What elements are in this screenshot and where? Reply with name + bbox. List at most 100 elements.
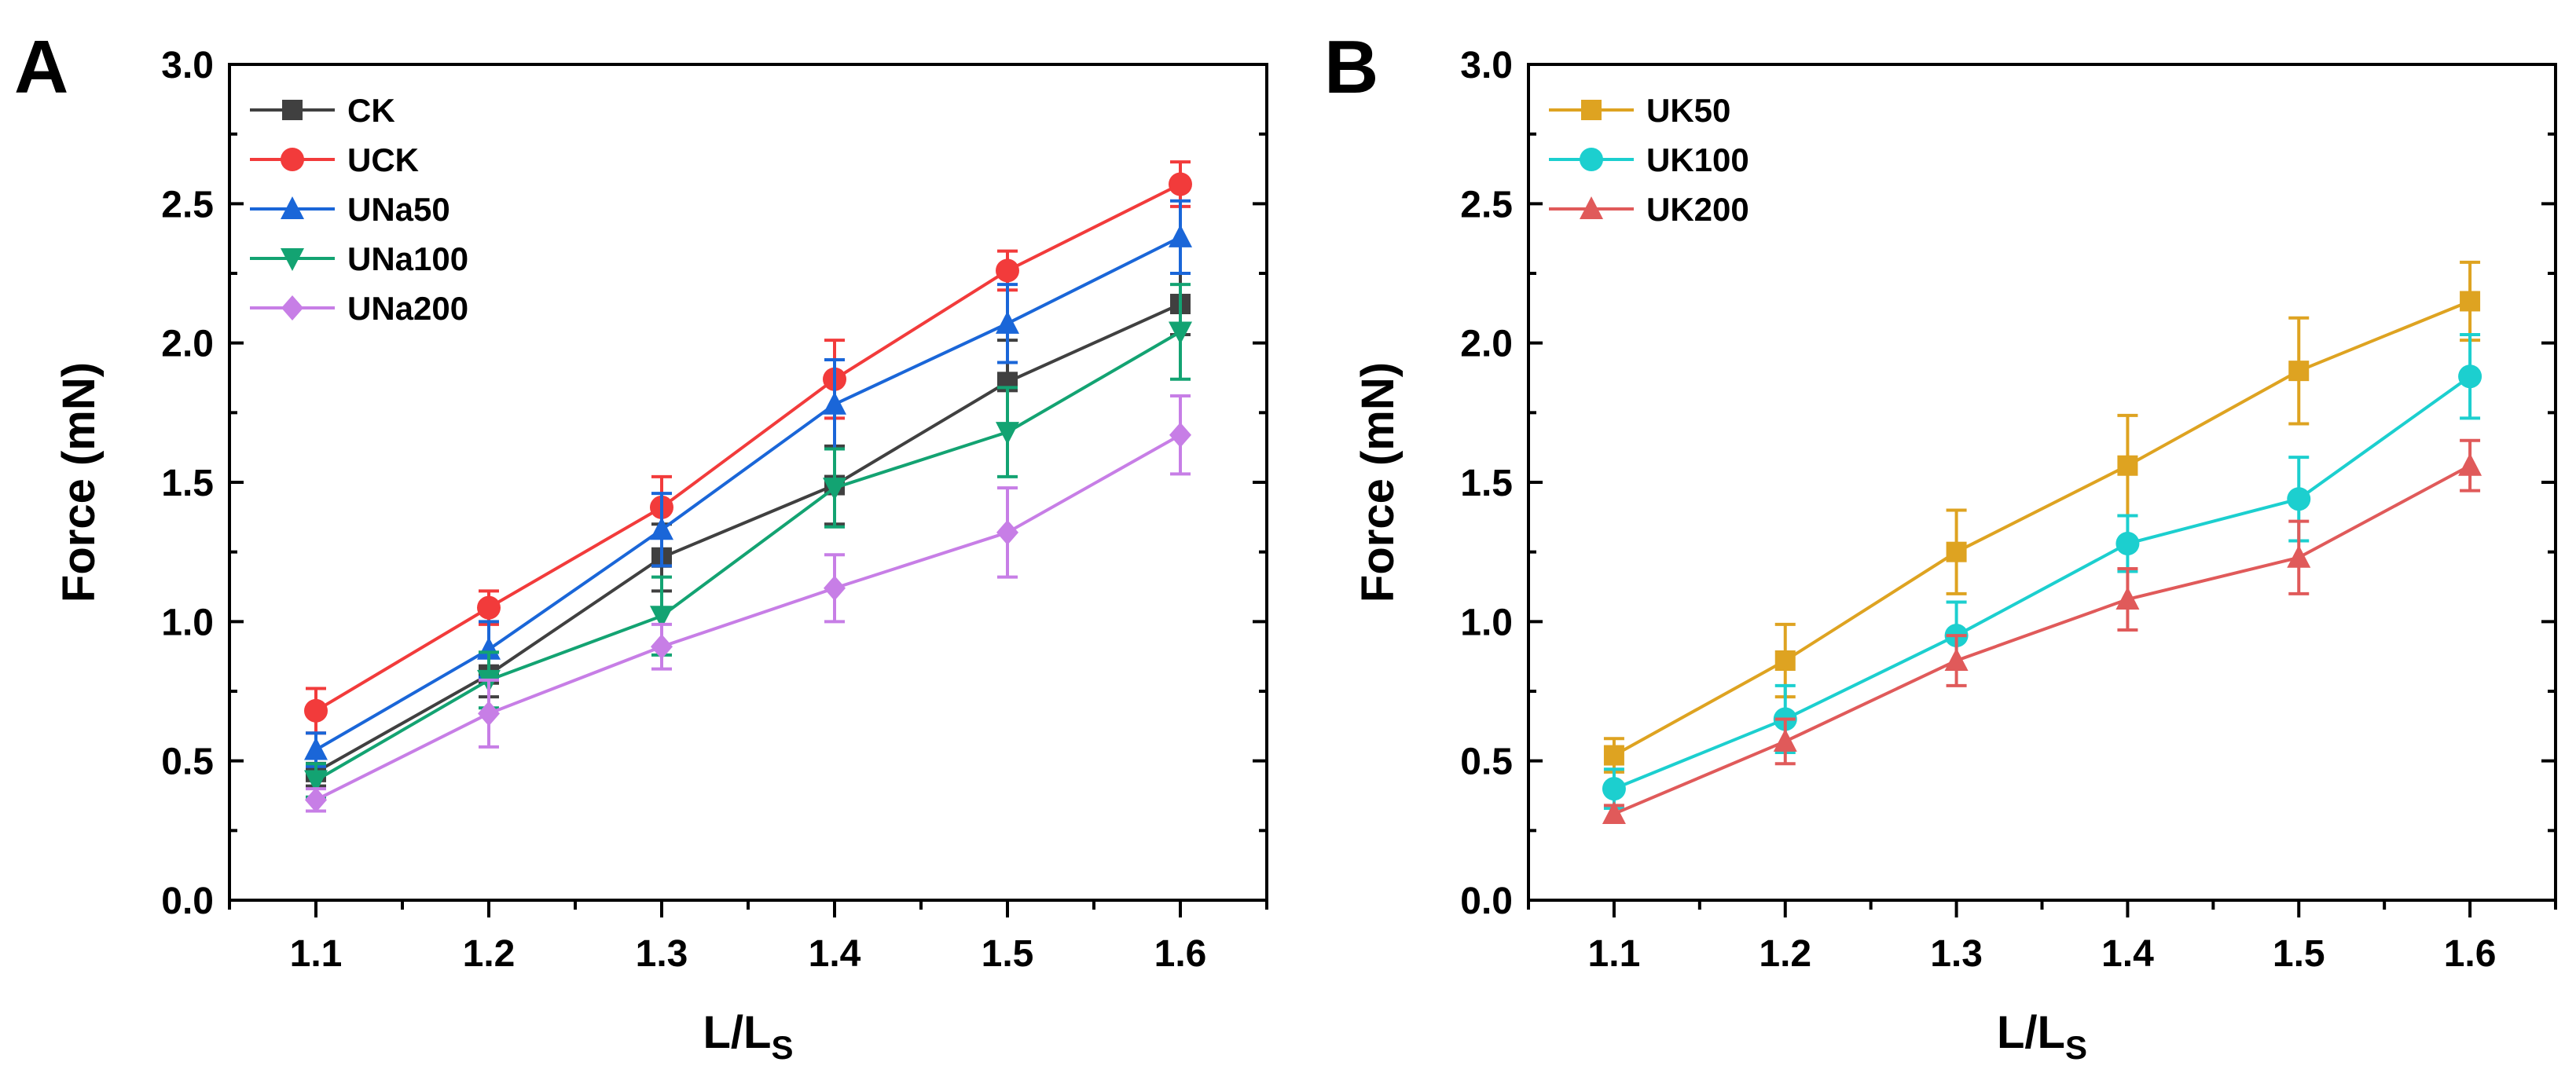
plot-frame	[1527, 63, 2557, 902]
y-tick-label: 1.0	[161, 602, 214, 643]
legend-label: UNa100	[347, 240, 468, 277]
y-tick-label: 1.5	[161, 463, 214, 504]
y-axis-title: Force (mN)	[53, 362, 105, 602]
data-point	[1169, 224, 1192, 247]
data-point	[1944, 647, 1969, 671]
x-tick-label: 1.5	[982, 933, 1034, 975]
data-point	[2288, 361, 2310, 382]
data-point	[477, 595, 501, 620]
x-axis-title-main: L/L	[703, 1007, 772, 1058]
y-tick-label: 2.0	[161, 324, 214, 365]
legend-item-uk50: UK50	[1549, 92, 1730, 129]
legend-label: UNa200	[347, 290, 468, 327]
data-point	[1602, 801, 1626, 825]
x-axis: 1.1 1.2 1.3 1.4 1.5 1.6	[228, 900, 1268, 975]
panel-a: A 0.0 0.5 1.0 1.5 2.0 2.5 3.0 1.1 1.2 1.3 1.4 1.5 1.6…	[14, 25, 1268, 1066]
panel-letter: B	[1324, 25, 1378, 109]
y-tick-label: 1.0	[1460, 602, 1513, 643]
x-axis: 1.1 1.2 1.3 1.4 1.5 1.6	[1527, 900, 2557, 975]
legend-label: UK100	[1646, 141, 1749, 178]
y-axis: 0.0 0.5 1.0 1.5 2.0 2.5 3.0	[161, 45, 1267, 922]
y-tick-label: 0.0	[161, 881, 214, 922]
y-tick-label: 1.5	[1460, 463, 1513, 504]
x-axis-title-sub: S	[771, 1029, 793, 1066]
x-tick-label: 1.1	[290, 933, 343, 975]
series-una50	[304, 199, 1192, 768]
data-point	[1169, 172, 1192, 196]
series-line	[1613, 375, 2471, 790]
data-point	[996, 258, 1019, 283]
legend: UK50 UK100 UK200	[1549, 92, 1749, 228]
data-point	[478, 701, 500, 727]
legend-item-ck: CK	[250, 92, 395, 129]
data-point	[1603, 745, 1624, 766]
data-point	[1774, 650, 1796, 671]
legend-item-uck: UCK	[250, 141, 419, 178]
series-line	[1613, 463, 2471, 815]
legend-marker	[281, 148, 304, 171]
data-point	[823, 478, 846, 501]
x-axis-title-main: L/L	[1997, 1007, 2065, 1058]
series-line	[314, 182, 1181, 712]
x-tick-label: 1.3	[636, 933, 688, 975]
series-line	[314, 236, 1181, 752]
x-tick-label: 1.4	[2101, 933, 2154, 975]
panel-b: B 0.0 0.5 1.0 1.5 2.0 2.5 3.0 1.1 1.2 1.3 1.4 1.5 1.6…	[1324, 25, 2557, 1066]
legend-label: UK200	[1646, 191, 1749, 228]
data-point	[2287, 544, 2311, 568]
data-point	[305, 787, 327, 813]
legend-item-una100: UNa100	[250, 240, 468, 277]
data-point	[824, 575, 846, 601]
legend: CK UCK UNa50 UNa100 UNa200	[250, 92, 468, 327]
series-line	[315, 433, 1181, 802]
data-point	[2115, 586, 2140, 610]
data-point	[2460, 291, 2481, 312]
y-tick-label: 2.5	[161, 184, 214, 225]
series-una100	[304, 283, 1192, 799]
panel-letter: A	[14, 25, 68, 109]
series-line	[315, 302, 1181, 774]
x-tick-label: 1.2	[1759, 933, 1811, 975]
data-point	[304, 770, 328, 793]
data-point	[2287, 487, 2311, 511]
legend-marker	[281, 196, 304, 219]
data-point	[1169, 321, 1192, 345]
series-uk50	[1603, 260, 2481, 774]
data-point	[304, 698, 328, 723]
legend-marker	[1580, 148, 1603, 171]
legend-marker	[1581, 100, 1602, 120]
legend-label: CK	[347, 92, 395, 129]
y-tick-label: 0.5	[161, 742, 214, 783]
data-point	[1169, 422, 1191, 448]
series-line	[1613, 299, 2471, 757]
x-tick-label: 1.3	[1930, 933, 1983, 975]
y-tick-label: 0.5	[1460, 742, 1513, 783]
x-axis-title: L/LS	[703, 1007, 794, 1066]
data-point	[996, 422, 1019, 445]
data-point	[1946, 541, 1967, 562]
data-point	[1773, 728, 1797, 752]
series-uk100	[1602, 333, 2482, 810]
series-uk200	[1602, 438, 2482, 825]
x-axis-title-sub: S	[2065, 1029, 2087, 1066]
legend-marker	[281, 248, 304, 271]
legend-marker	[281, 295, 303, 320]
plot-frame	[228, 63, 1268, 902]
data-point	[996, 519, 1018, 545]
series-una200	[305, 394, 1191, 813]
data-point	[2117, 455, 2138, 476]
data-point	[650, 517, 673, 540]
x-axis-title: L/LS	[1997, 1007, 2087, 1066]
y-tick-label: 2.5	[1460, 184, 1513, 225]
legend-item-una200: UNa200	[250, 290, 468, 327]
legend-item-uk200: UK200	[1549, 191, 1749, 228]
legend-item-uk100: UK100	[1549, 141, 1749, 178]
legend-marker	[1580, 196, 1603, 219]
data-point	[477, 636, 501, 660]
y-axis-title: Force (mN)	[1352, 362, 1404, 602]
data-point	[1602, 777, 1626, 801]
data-point	[2458, 452, 2482, 476]
x-tick-label: 1.1	[1588, 933, 1641, 975]
x-tick-label: 1.6	[2444, 933, 2497, 975]
